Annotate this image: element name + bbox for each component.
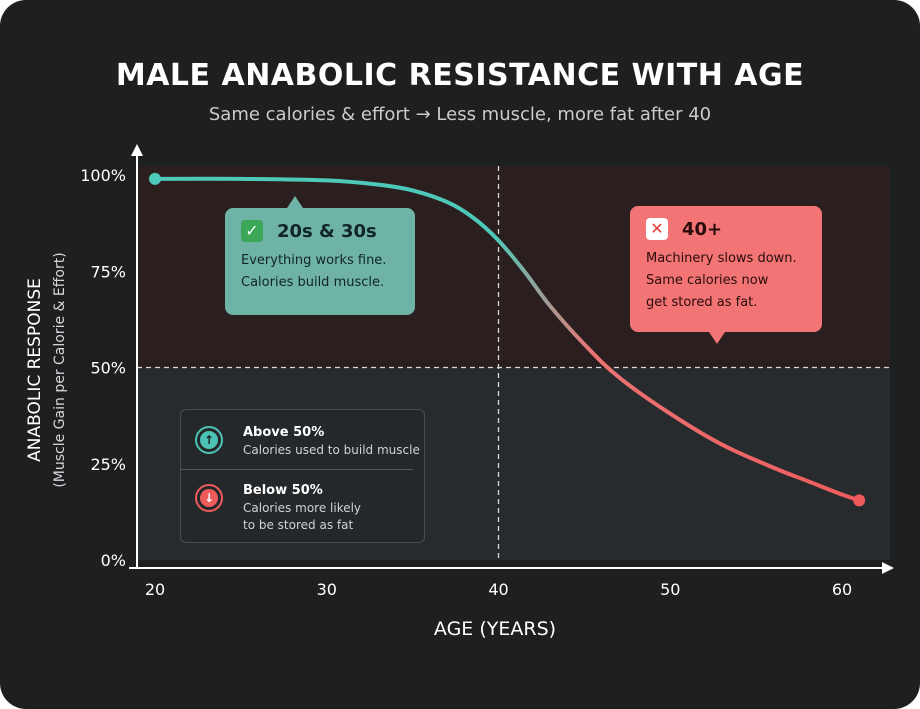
x-axis-arrow (882, 562, 894, 574)
arrow-up-icon: ↑ (195, 426, 223, 454)
callout-young: ✓ 20s & 30s Everything works fine. Calor… (225, 208, 415, 315)
callout-young-line: Everything works fine. (241, 253, 387, 268)
y-tick-label: 50% (90, 359, 126, 378)
series-line (153, 176, 862, 503)
legend-item-below: ↓ Below 50% Calories more likely to be s… (195, 482, 361, 534)
y-tick-label: 0% (101, 551, 126, 570)
callout-young-pointer (287, 196, 303, 208)
legend-above-label: Above 50% (243, 425, 325, 440)
x-tick-label: 30 (317, 580, 337, 599)
x-axis-label: AGE (YEARS) (434, 618, 556, 640)
callout-older-line: get stored as fat. (646, 295, 758, 310)
legend-above-desc: Calories used to build muscle (243, 443, 420, 457)
series-start-point (149, 172, 161, 185)
chart-subtitle: Same calories & effort → Less muscle, mo… (208, 104, 712, 125)
legend-divider (181, 469, 413, 470)
cross-mark-icon: ✕ (646, 218, 668, 240)
series-layer (149, 172, 866, 507)
guides-layer (137, 166, 890, 560)
ticks-layer: 20 30 40 50 60 0% 25% 50% 75% 100% (80, 166, 852, 599)
y-axis-arrow (131, 144, 143, 156)
callout-older-line: Same calories now (646, 273, 769, 288)
callout-older: ✕ 40+ Machinery slows down. Same calorie… (630, 206, 822, 332)
series-end-point (853, 494, 866, 507)
callout-young-heading: 20s & 30s (277, 220, 377, 242)
y-tick-label: 25% (90, 455, 126, 474)
axes-layer (129, 144, 894, 574)
x-tick-label: 40 (488, 580, 508, 599)
legend-item-above: ↑ Above 50% Calories used to build muscl… (195, 424, 420, 459)
chart-title: MALE ANABOLIC RESISTANCE WITH AGE (115, 58, 805, 93)
legend: ↑ Above 50% Calories used to build muscl… (180, 409, 425, 543)
check-mark-icon: ✓ (241, 220, 263, 242)
legend-below-label: Below 50% (243, 483, 323, 498)
x-tick-label: 50 (660, 580, 680, 599)
y-axis-label: ANABOLIC RESPONSE (25, 278, 45, 462)
callout-older-heading: 40+ (682, 218, 723, 240)
y-tick-label: 75% (90, 262, 126, 281)
callout-older-line: Machinery slows down. (646, 251, 797, 266)
x-tick-label: 60 (832, 580, 852, 599)
legend-below-desc: Calories more likely (243, 501, 362, 515)
callout-older-pointer (709, 332, 725, 344)
y-axis-sublabel: (Muscle Gain per Calorie & Effort) (52, 252, 68, 487)
arrow-down-icon: ↓ (195, 484, 223, 512)
legend-below-desc: to be stored as fat (243, 518, 354, 532)
x-tick-label: 20 (145, 580, 165, 599)
y-tick-label: 100% (80, 166, 126, 185)
callout-young-line: Calories build muscle. (241, 275, 385, 290)
